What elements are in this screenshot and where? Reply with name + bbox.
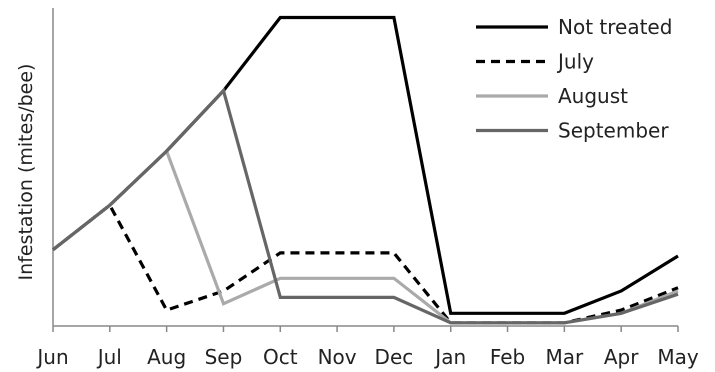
x-tick-marks: [52, 326, 679, 332]
x-tick-labels: Jun Jul Aug Sep Oct Nov Dec Jan Feb Mar Apr May: [35, 345, 698, 369]
x-tick-label-dec: Dec: [375, 345, 414, 369]
x-tick-label-jan: Jan: [433, 345, 466, 369]
x-tick-label-jul: Jul: [96, 345, 122, 369]
series-lines: [52, 15, 679, 325]
x-tick-label-sep: Sep: [205, 345, 243, 369]
x-tick-label-apr: Apr: [604, 345, 639, 369]
x-tick-label-jun: Jun: [35, 345, 68, 369]
legend-label-not-treated: Not treated: [558, 15, 672, 39]
x-tick-label-aug: Aug: [147, 345, 186, 369]
x-tick-label-may: May: [657, 345, 699, 369]
legend-label-september: September: [558, 119, 669, 143]
axes: [52, 8, 678, 327]
y-axis-title: Infestation (mites/bee): [15, 64, 37, 281]
x-tick-label-mar: Mar: [545, 345, 584, 369]
legend-label-august: August: [558, 84, 628, 108]
series-line-september: [52, 87, 679, 325]
legend: Not treated July August September: [476, 15, 672, 143]
x-tick-label-nov: Nov: [318, 345, 357, 369]
x-tick-label-feb: Feb: [490, 345, 525, 369]
x-tick-label-oct: Oct: [263, 345, 298, 369]
legend-label-july: July: [556, 50, 594, 74]
